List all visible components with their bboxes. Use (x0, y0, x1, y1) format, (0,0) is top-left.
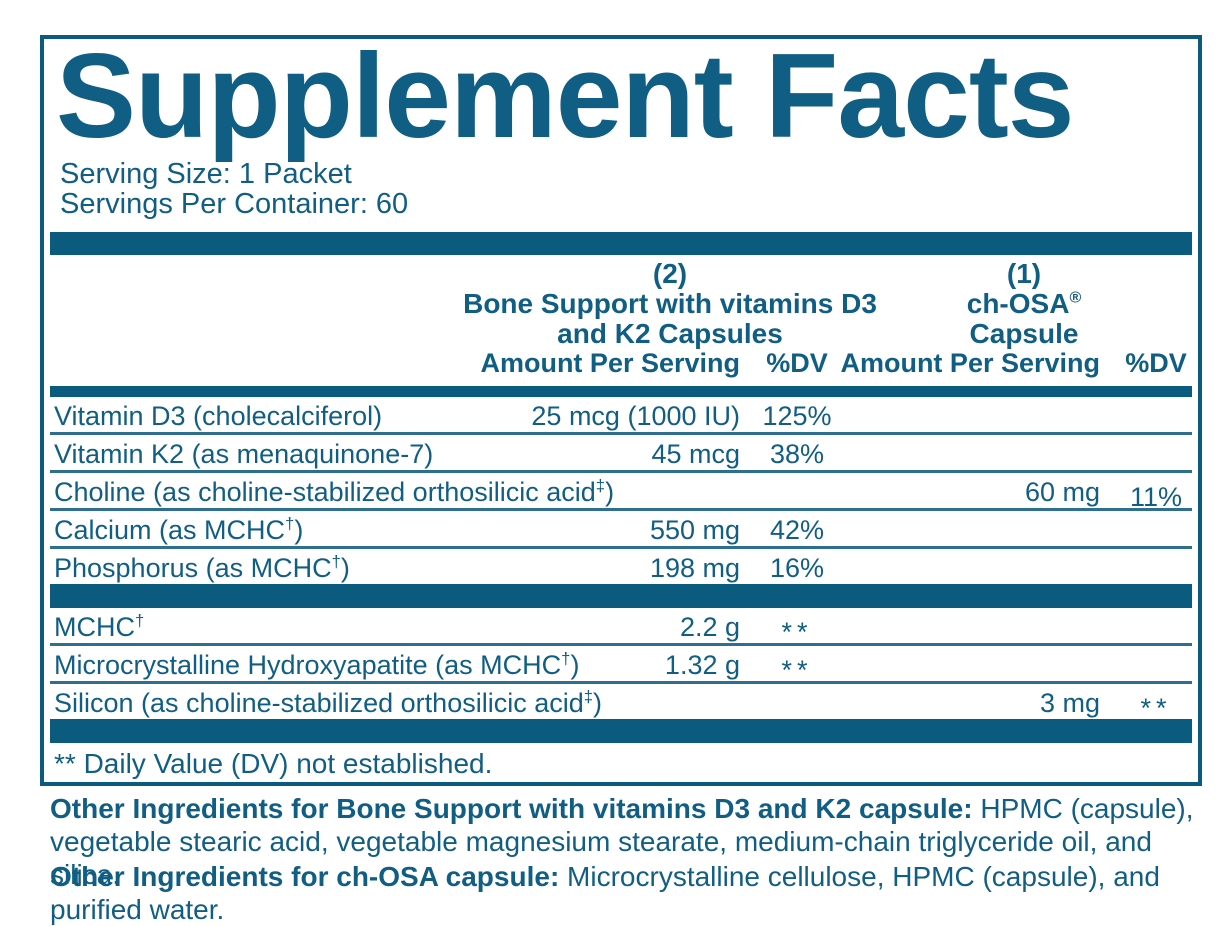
product2-name-line1: ch-OSA® (966, 288, 1082, 319)
section-divider-bar (50, 232, 1192, 255)
dv-product1: ** (781, 617, 813, 647)
nutrient-row-phosphorus: Phosphorus (as MCHC†) 198 mg 16% (50, 549, 1192, 584)
product1-name-line1: Bone Support with vitamins D3 (463, 288, 877, 319)
panel-title: Supplement Facts (56, 29, 1075, 163)
nutrient-row-calcium: Calcium (as MCHC†) 550 mg 42% (50, 511, 1192, 549)
product2-dv-header: %DV (1125, 348, 1187, 378)
nutrient-name: MCHC† (54, 611, 145, 642)
amount-product2: 3 mg (1039, 688, 1100, 718)
other-ingredients-product2-label: Other Ingredients for ch-OSA capsule: (50, 861, 560, 892)
product2-name-line2: Capsule (969, 318, 1079, 349)
nutrient-name: Calcium (as MCHC†) (54, 514, 304, 545)
amount-product1: 550 mg (649, 515, 740, 545)
product1-header: (2) Bone Support with vitamins D3 and K2… (380, 259, 960, 349)
nutrient-row-silicon: Silicon (as choline-stabilized orthosili… (50, 684, 1192, 722)
dv-product1: 38% (769, 439, 825, 469)
other-ingredients-product2: Other Ingredients for ch-OSA capsule: Mi… (50, 860, 1202, 926)
product2-count: (1) (1006, 258, 1042, 289)
amount-product1: 2.2 g (679, 612, 740, 642)
dv-product2: ** (1140, 693, 1172, 723)
supplement-facts-panel: Supplement Facts Serving Size: 1 Packet … (40, 35, 1202, 786)
product1-name-line2: and K2 Capsules (557, 318, 783, 349)
serving-info: Serving Size: 1 Packet Servings Per Cont… (60, 159, 1192, 219)
dv-product1: 42% (769, 515, 825, 545)
nutrient-row-mchc: MCHC† 2.2 g ** (50, 608, 1192, 647)
nutrient-name: Silicon (as choline-stabilized orthosili… (54, 687, 603, 718)
amount-product1: 45 mcg (651, 439, 740, 469)
nutrient-name: Microcrystalline Hydroxyapatite (as MCHC… (54, 649, 580, 680)
nutrient-name: Vitamin D3 (cholecalciferol) (54, 401, 383, 431)
amount-product1: 25 mcg (1000 IU) (531, 401, 740, 431)
dv-product2: 11% (1129, 482, 1183, 512)
nutrient-name: Choline (as choline-stabilized orthosili… (54, 476, 615, 507)
registered-trademark: ® (1069, 289, 1082, 307)
other-ingredients-product1-label: Other Ingredients for Bone Support with … (50, 793, 973, 824)
other-ingredients-product1-text: HPMC (capsule), vegetable stearic acid, … (50, 793, 1194, 890)
product1-count: (2) (652, 258, 688, 289)
product1-dv-header: %DV (766, 348, 828, 378)
dv-product1: ** (781, 655, 813, 685)
nutrient-name: Vitamin K2 (as menaquinone-7) (54, 439, 434, 469)
section-divider-bar (50, 584, 1192, 608)
other-ingredients-product1: Other Ingredients for Bone Support with … (50, 792, 1202, 891)
servings-per-container: Servings Per Container: 60 (60, 188, 409, 220)
section-divider-bar (50, 719, 1192, 743)
product2-amount-per-serving-header: Amount Per Serving (840, 348, 1100, 378)
dv-product1: 125% (762, 401, 832, 431)
nutrient-row-choline: Choline (as choline-stabilized orthosili… (50, 473, 1192, 512)
amount-product2: 60 mg (1024, 477, 1100, 507)
column-headers: (2) Bone Support with vitamins D3 and K2… (50, 255, 1192, 386)
amount-product1: 1.32 g (664, 650, 740, 680)
nutrient-name: Phosphorus (as MCHC†) (54, 552, 350, 583)
serving-size: Serving Size: 1 Packet (60, 158, 352, 190)
nutrient-row-vitamin-k2: Vitamin K2 (as menaquinone-7) 45 mcg 38% (50, 435, 1192, 473)
dv-footnote: ** Daily Value (DV) not established. (54, 748, 493, 779)
other-ingredients-product2-text: Microcrystalline cellulose, HPMC (capsul… (50, 861, 1160, 925)
product2-header: (1) ch-OSA® Capsule (849, 259, 1199, 349)
amount-product1: 198 mg (649, 553, 740, 583)
product1-amount-per-serving-header: Amount Per Serving (480, 348, 740, 378)
nutrient-row-microcrystalline-hydroxyapatite: Microcrystalline Hydroxyapatite (as MCHC… (50, 646, 1192, 685)
nutrient-row-vitamin-d3: Vitamin D3 (cholecalciferol) 25 mcg (100… (50, 397, 1192, 435)
dv-product1: 16% (769, 553, 825, 583)
header-rule (50, 386, 1192, 397)
